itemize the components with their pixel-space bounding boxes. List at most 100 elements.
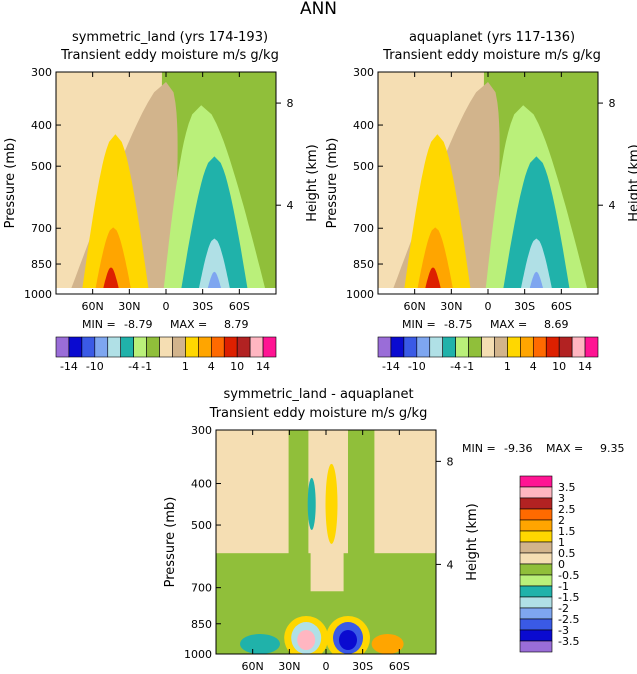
colorbar-label: -14: [60, 360, 78, 373]
x-tick-label: 0: [485, 300, 492, 313]
colorbar-box: [519, 530, 553, 543]
colorbar-label: -14: [382, 360, 400, 373]
x-tick-label: 30S: [192, 300, 213, 313]
contour-fill-4: [95, 227, 131, 288]
colorbar-label: -4: [450, 360, 461, 373]
panel3-title: symmetric_land - aquaplanet: [223, 387, 414, 402]
colorbar-label: -1: [141, 360, 152, 373]
x-tick-label: 60N: [242, 660, 264, 673]
colorbar-box: [584, 336, 599, 358]
panel2-plot: 300 400 500 700 850 1000 60N 30N 0 30S 60S 8 4 Pressu…: [325, 66, 637, 313]
panel3-plot: 300 400 500 700 850 1000 60N 30N 0 30S 60S 8 4 Pressu…: [163, 424, 480, 673]
contour-fill-neg8: [207, 271, 221, 288]
colorbar-box: [377, 336, 392, 358]
contour-fill-2: [82, 134, 149, 288]
y-tick-label: 1000: [346, 288, 374, 301]
colorbar-box: [81, 336, 96, 358]
panel3-max-label: MAX =: [546, 442, 584, 455]
colorbar-label: -0.5: [558, 569, 579, 582]
colorbar-label: -10: [408, 360, 426, 373]
colorbar-box: [519, 519, 553, 532]
y-right-axis-label: Height (km): [627, 144, 637, 221]
colorbar-box: [403, 336, 418, 358]
y-tick-label: 400: [191, 478, 212, 491]
contour-fill-4: [417, 227, 453, 288]
y-tick-label: 700: [31, 222, 52, 235]
colorbar-label: 10: [552, 360, 566, 373]
colorbar-label: 1: [182, 360, 189, 373]
y-tick-label: 850: [31, 258, 52, 271]
panel1-subtitle: Transient eddy moisture m/s g/kg: [61, 48, 279, 63]
y-tick-label: 1000: [184, 648, 212, 661]
colorbar-box: [120, 336, 134, 358]
x-tick-label: 30N: [278, 660, 300, 673]
x-tick-label: 30N: [440, 300, 462, 313]
panel2-max-value: 8.69: [544, 318, 569, 331]
y-tick-label: 700: [191, 582, 212, 595]
colorbar-label: 4: [208, 360, 215, 373]
y-tick-label: 1000: [24, 288, 52, 301]
colorbar-label: 14: [578, 360, 592, 373]
height-tick-label: 4: [287, 199, 294, 212]
contour-fill-neg6: [199, 238, 230, 288]
contour-fill-pos-low: [371, 634, 404, 654]
y-tick-label: 300: [191, 424, 212, 437]
panel1-max-value: 8.79: [224, 318, 249, 331]
x-tick-label: 60S: [229, 300, 250, 313]
colorbar-box: [249, 336, 264, 358]
colorbar-box: [198, 336, 212, 358]
colorbar-label: -1: [463, 360, 474, 373]
colorbar-box: [94, 336, 109, 358]
contour-fill-8: [103, 267, 119, 288]
y-axis-label: Pressure (mb): [325, 138, 340, 229]
panel2-colorbar: -14 -10 -4 -1 1 4 10 14: [377, 336, 599, 373]
colorbar-label: 1: [558, 536, 565, 549]
contour-fill-2: [404, 134, 471, 288]
colorbar-label: 14: [256, 360, 270, 373]
colorbar-box: [55, 336, 70, 358]
colorbar-box: [545, 336, 560, 358]
panel2-subtitle: Transient eddy moisture m/s g/kg: [383, 48, 601, 63]
height-tick-label: 8: [287, 97, 294, 110]
panel1-max-label: MAX =: [170, 318, 208, 331]
x-tick-label: 60N: [404, 300, 426, 313]
panel3-max-value: 9.35: [600, 442, 625, 455]
colorbar-label: 10: [230, 360, 244, 373]
panel3-min-value: -9.36: [504, 442, 533, 455]
colorbar-box: [185, 336, 199, 358]
colorbar-box: [107, 336, 122, 358]
y-tick-label: 500: [31, 160, 52, 173]
contour-fill-neg4: [181, 156, 248, 288]
colorbar-label: -1: [558, 580, 569, 593]
colorbar-label: 3.5: [558, 481, 576, 494]
contour-fill-neg-low: [240, 634, 280, 654]
colorbar-box: [262, 336, 277, 358]
y-tick-label: 300: [353, 66, 374, 79]
contour-fill-1-streak: [325, 463, 338, 544]
colorbar-box: [571, 336, 586, 358]
colorbar-box: [390, 336, 405, 358]
x-tick-label: 30S: [514, 300, 535, 313]
colorbar-label: -3: [558, 624, 569, 637]
colorbar-box: [210, 336, 225, 358]
colorbar-box: [429, 336, 444, 358]
y-tick-label: 400: [353, 119, 374, 132]
x-tick-label: 0: [323, 660, 330, 673]
contour-fill-neg4: [503, 156, 570, 288]
colorbar-box: [519, 486, 553, 499]
colorbar-box: [133, 336, 147, 358]
panel1-min-value: -8.79: [124, 318, 153, 331]
panel2-min-label: MIN =: [402, 318, 436, 331]
colorbar-box: [146, 336, 160, 358]
colorbar-box: [159, 336, 173, 358]
x-tick-label: 60S: [551, 300, 572, 313]
colorbar-box: [519, 629, 553, 642]
contour-fill-dipole-core: [297, 630, 316, 650]
colorbar-box: [442, 336, 456, 358]
panel2-min-value: -8.75: [444, 318, 473, 331]
colorbar-box: [519, 497, 553, 510]
height-tick-label: 4: [447, 558, 454, 571]
colorbar-box: [236, 336, 251, 358]
height-tick-label: 4: [609, 199, 616, 212]
colorbar-box: [68, 336, 83, 358]
